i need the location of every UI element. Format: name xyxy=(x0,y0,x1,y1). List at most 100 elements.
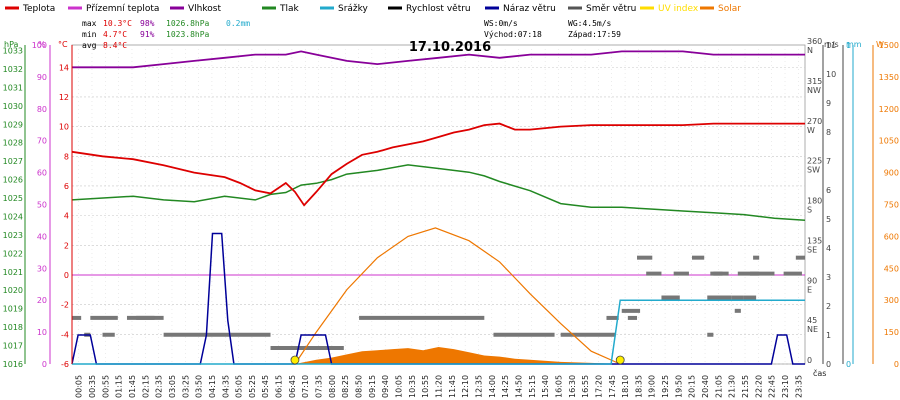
axis-w-tick: 1500 xyxy=(879,41,899,50)
legend-label-apparent: Přízemní teplota xyxy=(86,4,159,14)
axis-time-tick: 01:15 xyxy=(115,375,124,398)
stat-pressure: 1023.8hPa xyxy=(166,30,210,39)
axis-celsius-tick: 6 xyxy=(64,182,69,191)
axis-w-tick: 0 xyxy=(894,360,899,369)
axis-time-tick: 11:45 xyxy=(448,375,457,398)
axis-time-tick: 23:10 xyxy=(781,375,790,398)
axis-hpa-tick: 1026 xyxy=(3,176,23,185)
axis-time-tick: 07:10 xyxy=(301,375,310,398)
axis-time-tick: 10:35 xyxy=(408,375,417,398)
axis-dir-label: W xyxy=(807,126,815,135)
axis-celsius-tick: -6 xyxy=(61,360,69,369)
axis-celsius-tick: -2 xyxy=(61,301,69,310)
axis-mm-tick: 1 xyxy=(846,41,851,50)
axis-time-tick: 05:25 xyxy=(248,375,257,398)
axis-time-tick: 09:40 xyxy=(381,375,390,398)
axis-time-tick: 01:45 xyxy=(128,375,137,398)
axis-time-tick: 12:35 xyxy=(474,375,483,398)
axis-hpa-tick: 1025 xyxy=(3,194,23,203)
axis-ms-tick: 0 xyxy=(826,360,831,369)
stat-humidity: 91% xyxy=(140,30,155,39)
axis-time-tick: 10:55 xyxy=(421,375,430,398)
info-sunrise: Východ:07:18 xyxy=(484,30,542,39)
series-solar-measured xyxy=(294,347,621,364)
series-humidity xyxy=(72,50,805,69)
axis-hpa-unit: hPa xyxy=(4,40,19,49)
axis-ms-tick: 7 xyxy=(826,157,831,166)
axis-mm-unit: mm xyxy=(846,40,862,49)
axis-celsius-tick: 4 xyxy=(64,212,69,221)
axis-dir-label: N xyxy=(807,46,813,55)
axis-time-tick: 17:45 xyxy=(608,375,617,398)
info-ws: WS:0m/s xyxy=(484,19,518,28)
axis-time-tick: 04:35 xyxy=(221,375,230,398)
axis-time-tick: 22:20 xyxy=(754,375,763,398)
legend-label-temp: Teplota xyxy=(22,4,55,14)
legend-label-wind: Rychlost větru xyxy=(406,4,471,14)
axis-ms-unit: m/s xyxy=(824,40,839,49)
axis-dir-label: NW xyxy=(807,86,821,95)
axis-celsius-tick: 10 xyxy=(59,123,69,132)
axis-time-tick: 09:15 xyxy=(368,375,377,398)
legend-label-rain: Srážky xyxy=(338,4,369,14)
axis-pct-tick: 100 xyxy=(32,41,47,50)
axis-hpa-tick: 1018 xyxy=(3,323,23,332)
axis-pct-tick: 60 xyxy=(37,169,47,178)
axis-hpa-tick: 1017 xyxy=(3,342,23,351)
axis-time-tick: 16:30 xyxy=(568,375,577,398)
axis-celsius-tick: -4 xyxy=(61,330,69,339)
axis-time-tick: 08:50 xyxy=(355,375,364,398)
axis-time-tick: 10:05 xyxy=(395,375,404,398)
axis-dir-label: S xyxy=(807,206,812,215)
axis-time-tick: 02:15 xyxy=(141,375,150,398)
legend-label-uv: UV index xyxy=(658,4,699,14)
axis-celsius-tick: 14 xyxy=(59,63,69,72)
axis-pct-tick: 20 xyxy=(37,296,47,305)
legend-label-solar: Solar xyxy=(718,4,741,14)
axis-w-tick: 750 xyxy=(884,201,899,210)
axis-time-tick: 22:45 xyxy=(768,375,777,398)
stat-rain: 0.2mm xyxy=(226,19,250,28)
axis-time-tick: 20:15 xyxy=(688,375,697,398)
axis-ms-tick: 1 xyxy=(826,331,831,340)
info-wg: WG:4.5m/s xyxy=(568,19,612,28)
axis-time-tick: 00:55 xyxy=(101,375,110,398)
sun-marker xyxy=(290,355,300,365)
axis-hpa-tick: 1016 xyxy=(3,360,23,369)
axis-hpa-tick: 1033 xyxy=(3,47,23,56)
axis-time-tick: 17:20 xyxy=(594,375,603,398)
axis-hpa-tick: 1028 xyxy=(3,139,23,148)
axis-time-tick: 04:15 xyxy=(208,375,217,398)
axis-pct-tick: 50 xyxy=(37,201,47,210)
axis-dir-label: SW xyxy=(807,166,820,175)
axis-ms-tick: 11 xyxy=(826,41,836,50)
axis-pct-tick: 70 xyxy=(37,137,47,146)
axis-w-tick: 150 xyxy=(884,328,899,337)
axis-time-tick: 14:25 xyxy=(501,375,510,398)
axis-dir-label: SE xyxy=(807,245,817,254)
axis-time-tick: 21:30 xyxy=(728,375,737,398)
axis-w-tick: 900 xyxy=(884,169,899,178)
legend-label-humidity: Vlhkost xyxy=(188,4,221,14)
axis-time-tick: 03:25 xyxy=(181,375,190,398)
legend-label-pressure: Tlak xyxy=(279,4,300,14)
axis-hpa-tick: 1031 xyxy=(3,83,23,92)
axis-hpa-tick: 1030 xyxy=(3,102,23,111)
axis-time-tick: 05:05 xyxy=(235,375,244,398)
axis-w-unit: W xyxy=(876,40,884,49)
axis-w-tick: 300 xyxy=(884,296,899,305)
axis-time-tick: 06:15 xyxy=(275,375,284,398)
axis-deg-tick: 360 xyxy=(807,37,822,46)
axis-time-tick: 23:35 xyxy=(794,375,803,398)
axis-deg-tick: 0 xyxy=(807,356,812,365)
axis-hpa-tick: 1021 xyxy=(3,268,23,277)
series-pressure xyxy=(71,164,806,221)
axis-time-tick: 00:35 xyxy=(88,375,97,398)
axis-time-tick: 21:05 xyxy=(714,375,723,398)
stat-label: max xyxy=(82,19,97,28)
axis-celsius-tick: 2 xyxy=(64,241,69,250)
axis-w-tick: 450 xyxy=(884,264,899,273)
axis-celsius-tick: 8 xyxy=(64,152,69,161)
